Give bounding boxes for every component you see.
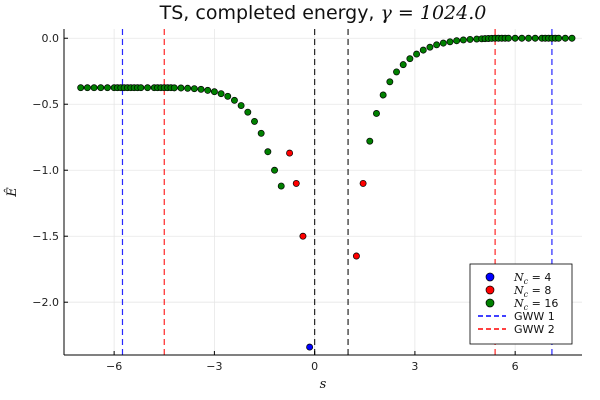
legend-label: Nc = 8 xyxy=(513,284,551,299)
data-point xyxy=(83,84,91,92)
data-point xyxy=(433,41,441,49)
data-point xyxy=(97,84,105,92)
y-tick-label: −0.5 xyxy=(32,98,59,111)
data-point xyxy=(204,86,212,94)
y-tick-labels: −2.0 −1.5 −1.0 −0.5 0.0 xyxy=(32,32,59,309)
data-points xyxy=(77,34,576,351)
data-point xyxy=(399,61,407,69)
data-point xyxy=(103,84,111,92)
chart-title-math: γ = 1024.0 xyxy=(381,2,487,24)
data-point xyxy=(419,46,427,54)
data-point xyxy=(251,117,258,125)
data-point xyxy=(144,84,151,92)
axes xyxy=(63,29,582,356)
x-tick-label: −6 xyxy=(106,360,122,373)
x-tick-label: 0 xyxy=(311,360,318,373)
data-point xyxy=(271,166,278,174)
data-point xyxy=(393,68,400,76)
data-point xyxy=(230,96,238,104)
data-point xyxy=(177,84,185,92)
data-point xyxy=(406,55,414,63)
data-point xyxy=(137,84,145,92)
data-point xyxy=(511,34,519,42)
data-point xyxy=(561,34,569,42)
data-point xyxy=(555,34,563,42)
data-point xyxy=(439,39,447,47)
data-point xyxy=(184,84,192,92)
data-point xyxy=(244,108,252,116)
data-point xyxy=(413,50,421,58)
data-point xyxy=(373,110,380,117)
data-point xyxy=(352,252,360,260)
data-point xyxy=(277,182,285,190)
data-point xyxy=(459,36,467,44)
data-point xyxy=(306,343,314,351)
y-axis-label: Ê xyxy=(4,187,20,198)
chart-title: TS, completed energy, γ = 1024.0 xyxy=(159,2,487,24)
legend-marker xyxy=(485,285,495,295)
data-point xyxy=(286,149,294,157)
data-point xyxy=(379,91,387,99)
data-point xyxy=(90,84,98,92)
data-point xyxy=(466,35,474,43)
data-point xyxy=(531,34,539,42)
data-point xyxy=(446,38,454,46)
data-point xyxy=(366,137,374,145)
legend-label: GWW 1 xyxy=(514,310,555,323)
y-tick-label: 0.0 xyxy=(42,32,60,45)
data-point xyxy=(568,34,576,42)
data-point xyxy=(237,102,245,110)
data-point xyxy=(453,37,461,45)
data-point xyxy=(264,148,272,156)
legend-marker xyxy=(485,272,495,282)
data-point xyxy=(197,85,205,93)
data-point xyxy=(217,90,225,98)
y-tick-label: −2.0 xyxy=(32,296,59,309)
data-point xyxy=(525,34,532,42)
data-point xyxy=(190,85,198,93)
data-point xyxy=(210,88,218,96)
x-tick-label: −3 xyxy=(206,360,222,373)
data-point xyxy=(426,43,434,51)
legend-label: Nc = 4 xyxy=(513,271,551,286)
legend-label: Nc = 16 xyxy=(513,297,558,312)
x-axis-label: s xyxy=(320,377,327,392)
data-point xyxy=(518,34,526,42)
legend-marker xyxy=(485,298,495,308)
x-tick-label: 3 xyxy=(411,360,418,373)
data-point xyxy=(77,84,85,92)
y-tick-label: −1.5 xyxy=(32,230,59,243)
data-point xyxy=(299,232,307,240)
data-point xyxy=(505,34,512,42)
data-point xyxy=(224,92,232,100)
data-point xyxy=(359,179,367,187)
data-point xyxy=(292,179,300,187)
x-tick-label: 6 xyxy=(512,360,519,373)
data-point xyxy=(257,129,265,137)
x-tick-labels: −6 −3 0 3 6 xyxy=(106,360,519,373)
data-point xyxy=(386,78,394,86)
y-tick-label: −1.0 xyxy=(32,164,59,177)
legend-label: GWW 2 xyxy=(514,323,555,336)
data-point xyxy=(170,84,178,92)
